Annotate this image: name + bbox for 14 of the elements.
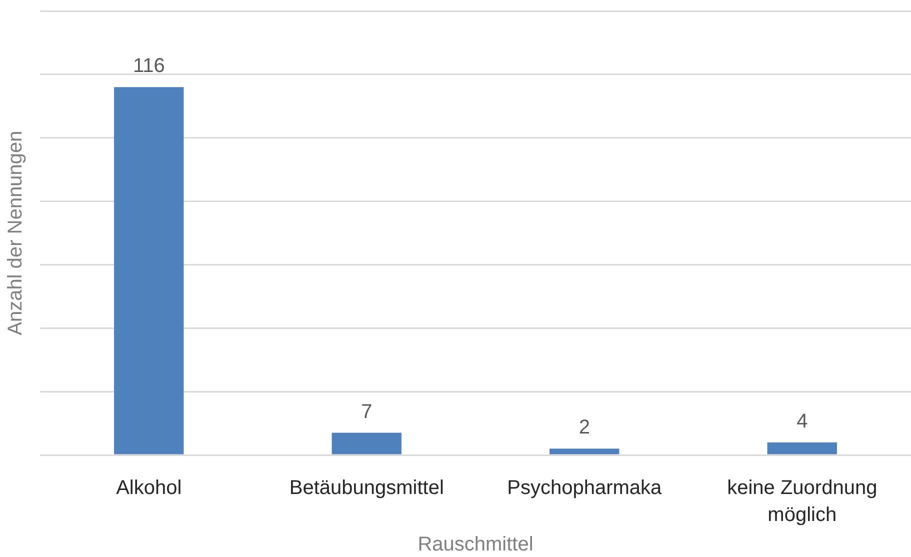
data-label: 4 [796,410,808,432]
x-tick-label: Betäubungsmittel [289,477,444,500]
data-label: 2 [578,416,590,439]
x-tick-label: Alkohol [116,477,182,500]
bar [767,442,837,454]
y-axis-title: Anzahl der Nennungen [4,130,27,336]
data-label: 7 [361,400,372,423]
x-axis-title: Rauschmittel [418,534,534,556]
x-tick-label: Psychopharmaka [507,477,663,500]
bar [114,87,184,454]
bar [332,432,402,454]
bar [550,448,620,454]
x-tick-label: keine Zuordnung möglich [727,477,878,526]
data-label: 116 [132,55,165,78]
